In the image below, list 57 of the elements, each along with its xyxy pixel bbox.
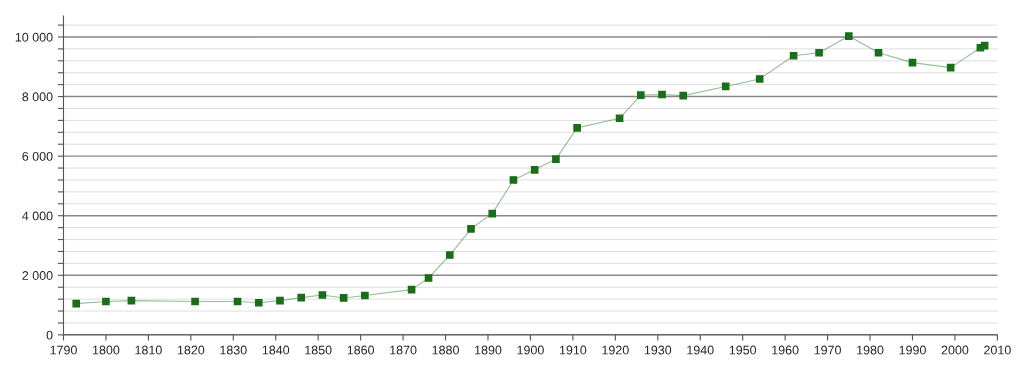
point bbox=[815, 48, 823, 57]
point bbox=[191, 297, 199, 306]
y-tick-label: 8 000 bbox=[22, 92, 53, 102]
x-tick-label: 1800 bbox=[92, 345, 120, 355]
point bbox=[297, 293, 306, 302]
point bbox=[552, 155, 560, 163]
x-tick-label: 1900 bbox=[517, 345, 544, 355]
x-tick-label: 1990 bbox=[899, 345, 926, 355]
x-tick-label: 1980 bbox=[857, 345, 884, 355]
point bbox=[424, 274, 433, 282]
y-tick-label: 6 000 bbox=[22, 151, 53, 161]
point bbox=[573, 124, 581, 132]
x-tick-label: 1880 bbox=[432, 345, 459, 355]
point bbox=[789, 51, 798, 60]
point bbox=[721, 82, 730, 91]
point bbox=[679, 91, 688, 100]
x-tick-label: 1860 bbox=[347, 345, 375, 355]
x-tick-label: 1830 bbox=[220, 345, 247, 355]
x-tick-label: 1820 bbox=[177, 345, 205, 355]
point bbox=[72, 299, 81, 308]
point bbox=[445, 251, 454, 259]
x-tick-label: 1870 bbox=[390, 345, 417, 355]
x-tick-label: 1790 bbox=[50, 345, 77, 355]
point bbox=[488, 209, 497, 218]
point bbox=[844, 32, 853, 40]
x-tick-label: 1890 bbox=[475, 345, 502, 355]
point bbox=[874, 48, 883, 57]
point bbox=[946, 63, 955, 72]
x-tick-label: 1910 bbox=[559, 345, 587, 355]
point bbox=[102, 297, 110, 306]
point bbox=[636, 91, 645, 99]
point bbox=[254, 298, 263, 307]
x-tick-label: 1810 bbox=[135, 345, 162, 355]
x-tick-label: 2000 bbox=[941, 345, 969, 355]
point bbox=[615, 114, 624, 123]
point bbox=[361, 291, 369, 300]
y-tick-label: 2 000 bbox=[22, 271, 53, 280]
point bbox=[658, 90, 666, 99]
x-tick-label: 1930 bbox=[644, 345, 672, 355]
x-tick-label: 1950 bbox=[729, 345, 757, 355]
x-tick-label: 1850 bbox=[305, 345, 332, 355]
y-tick-label: 4 000 bbox=[22, 211, 53, 221]
x-tick-label: 1960 bbox=[772, 345, 799, 355]
point bbox=[509, 176, 518, 184]
point bbox=[755, 75, 764, 83]
x-tick-label: 1920 bbox=[602, 345, 629, 355]
point bbox=[276, 296, 284, 305]
point bbox=[467, 225, 475, 233]
y-tick-label: 10 000 bbox=[15, 32, 53, 42]
x-tick-label: 2010 bbox=[984, 345, 1011, 355]
point bbox=[339, 294, 348, 302]
point bbox=[318, 291, 327, 299]
y-tick-label: 0 bbox=[46, 330, 53, 340]
x-tick-label: 1840 bbox=[262, 345, 290, 355]
x-tick-label: 1970 bbox=[814, 345, 841, 355]
point bbox=[530, 166, 539, 174]
x-tick-label: 1940 bbox=[687, 345, 714, 355]
